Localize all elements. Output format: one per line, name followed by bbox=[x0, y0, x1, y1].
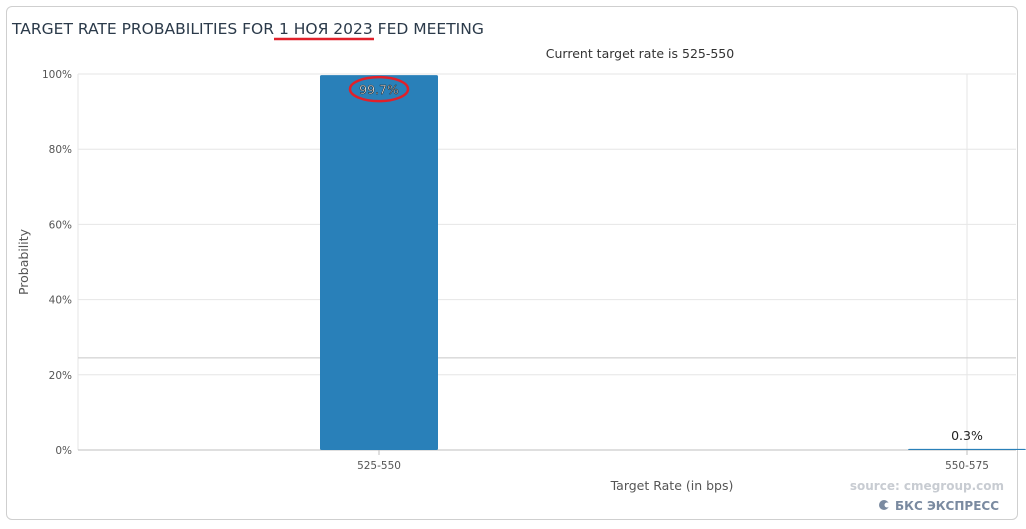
y-tick-label: 0% bbox=[55, 445, 72, 457]
source-text: source: cmegroup.com bbox=[850, 479, 1004, 493]
bar-525-550 bbox=[320, 75, 438, 451]
x-tick-label: 525-550 bbox=[357, 460, 401, 472]
title-prefix: TARGET RATE PROBABILITIES FOR bbox=[11, 20, 279, 38]
y-tick-label: 20% bbox=[49, 370, 72, 382]
brand-logo: БКС ЭКСПРЕСС bbox=[879, 499, 999, 513]
brand-text: БКС ЭКСПРЕСС bbox=[895, 499, 999, 513]
data-label: 99.7% bbox=[359, 82, 399, 97]
y-tick-label: 100% bbox=[42, 69, 72, 81]
y-tick-label: 40% bbox=[49, 295, 72, 307]
chart-subtitle: Current target rate is 525-550 bbox=[546, 46, 734, 61]
chart-frame bbox=[6, 6, 1018, 520]
data-labels: 99.7% 0.3% bbox=[348, 75, 983, 443]
y-axis-ticks: 0% 20% 40% 60% 80% 100% bbox=[42, 69, 72, 457]
title-date: 1 НОЯ 2023 bbox=[279, 20, 373, 38]
bar-550-575 bbox=[908, 448, 1026, 450]
y-tick-label: 80% bbox=[49, 144, 72, 156]
grid bbox=[77, 73, 1016, 451]
y-tick-label: 60% bbox=[49, 219, 72, 231]
x-axis-title: Target Rate (in bps) bbox=[610, 478, 734, 493]
chart-title: TARGET RATE PROBABILITIES FOR 1 НОЯ 2023… bbox=[11, 20, 484, 38]
title-suffix: FED MEETING bbox=[373, 20, 484, 38]
bars bbox=[320, 75, 1026, 451]
brand-icon bbox=[879, 500, 889, 510]
x-axis-ticks: 525-550 550-575 bbox=[357, 450, 989, 472]
data-label: 0.3% bbox=[951, 428, 983, 443]
y-axis-title: Probability bbox=[16, 228, 31, 295]
highlight-ellipse bbox=[348, 75, 410, 103]
x-tick-label: 550-575 bbox=[945, 460, 989, 472]
